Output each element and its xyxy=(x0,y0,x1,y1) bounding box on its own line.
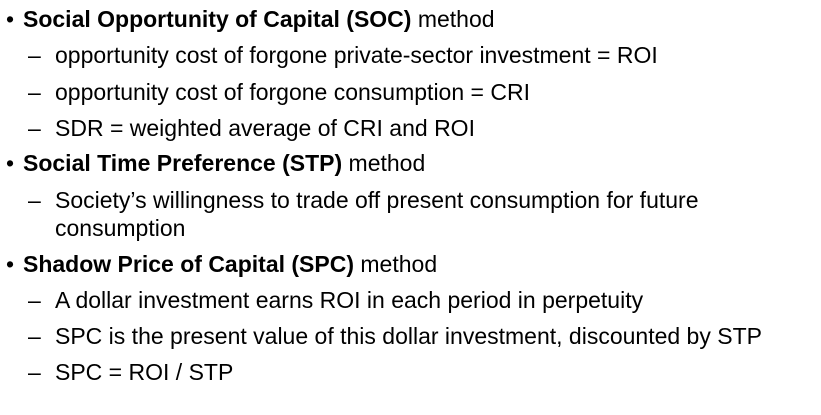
sub-dash: – xyxy=(28,323,41,349)
sub-dash: – xyxy=(28,359,41,385)
sub-text: SPC is the present value of this dollar … xyxy=(55,323,762,349)
sub-text: opportunity cost of forgone consumption … xyxy=(55,79,530,105)
bullet-text: Social Time Preference (STP) method xyxy=(23,150,425,177)
bullet-heading: Social Time Preference (STP) xyxy=(23,150,343,176)
sub-dash: – xyxy=(28,187,41,213)
sub-dash: – xyxy=(28,79,41,105)
bullet-dot: • xyxy=(6,6,15,32)
bullet-suffix: method xyxy=(354,251,438,277)
bullet-suffix: method xyxy=(342,150,426,176)
sub-dash: – xyxy=(28,287,41,313)
sub-dash: – xyxy=(28,115,41,141)
bullet-suffix: method xyxy=(411,6,495,32)
sub-text-continuation: consumption xyxy=(55,215,186,241)
sub-text: SDR = weighted average of CRI and ROI xyxy=(55,115,475,141)
sub-text: A dollar investment earns ROI in each pe… xyxy=(55,287,644,313)
bullet-dot: • xyxy=(6,150,15,176)
sub-text: Society’s willingness to trade off prese… xyxy=(55,187,699,213)
bullet-text: Social Opportunity of Capital (SOC) meth… xyxy=(23,6,495,33)
bullet-heading: Shadow Price of Capital (SPC) xyxy=(23,251,354,277)
bullet-text: Shadow Price of Capital (SPC) method xyxy=(23,251,437,278)
bullet-heading: Social Opportunity of Capital (SOC) xyxy=(23,6,412,32)
sub-dash: – xyxy=(28,42,41,68)
sub-text: SPC = ROI / STP xyxy=(55,359,234,385)
bullet-dot: • xyxy=(6,251,15,277)
sub-text: opportunity cost of forgone private-sect… xyxy=(55,42,658,68)
